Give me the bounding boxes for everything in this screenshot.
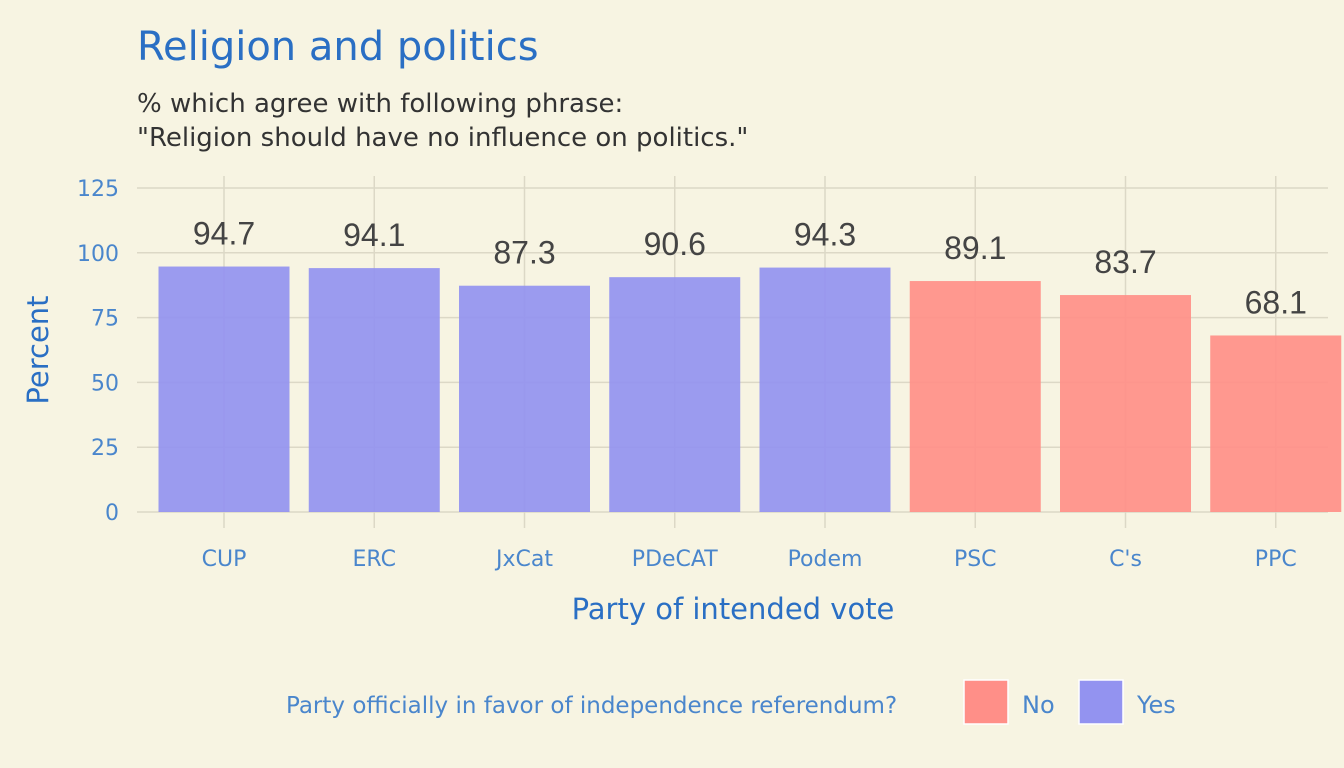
y-axis-ticks: 0 25 50 75 100 125 (77, 177, 119, 526)
y-tick-label: 100 (77, 242, 119, 267)
x-tick-label: ERC (353, 547, 396, 572)
x-tick-label: PPC (1255, 547, 1297, 572)
bar-value-label: 83.7 (1094, 244, 1156, 280)
x-tick-label: CUP (202, 547, 247, 572)
bar-value-label: 89.1 (944, 230, 1006, 266)
bar-value-label: 94.3 (794, 217, 856, 253)
bar-pdecat (609, 277, 741, 512)
y-tick-label: 25 (91, 436, 119, 461)
bar-value-label: 87.3 (493, 235, 555, 271)
x-tick-label: Podem (788, 547, 863, 572)
x-tick-label: C's (1109, 547, 1142, 572)
x-tick-label: PSC (954, 547, 997, 572)
chart-subtitle-line-2: "Religion should have no influence on po… (137, 123, 748, 153)
legend-title: Party officially in favor of independenc… (286, 693, 897, 719)
y-tick-label: 0 (105, 501, 119, 526)
x-tick-label: PDeCAT (632, 547, 718, 572)
bar-value-label: 90.6 (644, 226, 706, 262)
legend-swatch-no (963, 679, 1009, 725)
bar-cs (1060, 295, 1191, 512)
x-axis-ticks: CUP ERC JxCat PDeCAT Podem PSC C's PPC (202, 547, 1297, 572)
legend-swatch-yes (1078, 679, 1124, 725)
bar-value-label: 68.1 (1245, 284, 1307, 320)
x-axis-title: Party of intended vote (572, 592, 895, 626)
bar-cup (158, 266, 290, 512)
bar-podem (759, 267, 891, 512)
bar-psc (909, 281, 1041, 512)
chart-title: Religion and politics (137, 24, 539, 70)
bar-value-label: 94.1 (343, 217, 405, 253)
data-labels: 94.7 94.1 87.3 90.6 94.3 89.1 83.7 68.1 (193, 216, 1307, 321)
bar-erc (308, 268, 440, 512)
bars (158, 266, 1342, 512)
chart-subtitle-line-1: % which agree with following phrase: (137, 89, 623, 119)
legend-label-yes: Yes (1136, 691, 1176, 719)
y-tick-label: 125 (77, 177, 119, 202)
y-axis-title: Percent (21, 295, 55, 404)
bar-jxcat (459, 285, 590, 512)
legend-label-no: No (1022, 691, 1055, 719)
x-tick-label: JxCat (494, 547, 553, 572)
legend: Party officially in favor of independenc… (286, 679, 1176, 725)
bar-ppc (1210, 335, 1342, 512)
y-tick-label: 50 (91, 371, 119, 396)
y-tick-label: 75 (91, 307, 119, 332)
bar-value-label: 94.7 (193, 216, 255, 252)
